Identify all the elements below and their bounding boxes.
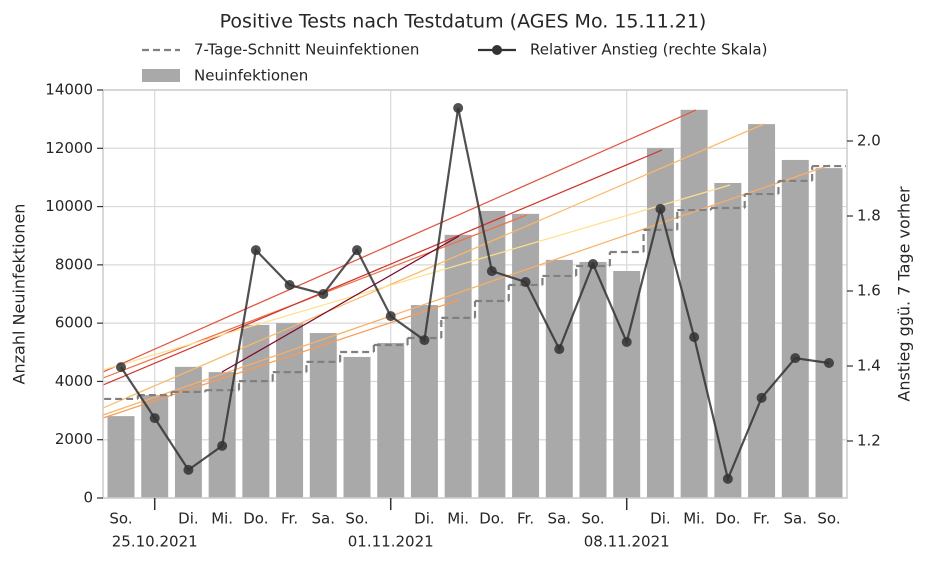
bar [579, 261, 607, 498]
marker [284, 280, 295, 290]
bar [242, 324, 270, 498]
x-tick-label: Sa. [312, 510, 335, 528]
x-tick-label: Sa. [548, 510, 571, 528]
x-tick-label: 01.11.2021 [348, 533, 434, 551]
x-tick-label: So. [345, 510, 368, 528]
marker [486, 266, 497, 277]
marker [689, 332, 700, 343]
bar [107, 416, 135, 498]
line-path [120, 107, 830, 483]
trend-line [102, 184, 731, 371]
y-axis-label: Anzahl Neuinfektionen [10, 204, 29, 385]
legend-label: 7-Tage-Schnitt Neuinfektionen [194, 41, 419, 59]
bar [343, 356, 371, 498]
bar [815, 168, 843, 499]
marker [824, 358, 834, 368]
y-tick-label: 10000 [45, 197, 93, 215]
y2-tick-label: 1.4 [857, 357, 881, 375]
trend-line [102, 123, 765, 409]
legend-label: Neuinfektionen [194, 67, 308, 85]
chart-title: Positive Tests nach Testdatum (AGES Mo. … [220, 11, 707, 33]
marker [588, 259, 598, 269]
y2-axis-label: Anstieg ggü. 7 Tage vorher [895, 186, 914, 402]
y-tick-label: 0 [83, 489, 93, 507]
bar [478, 210, 506, 498]
bar [781, 159, 809, 498]
marker [419, 335, 430, 346]
marker [655, 203, 666, 214]
marker [385, 311, 396, 322]
x-tick-label: 25.10.2021 [112, 533, 198, 551]
x-tick-label: Di. [178, 510, 199, 528]
bar [141, 395, 169, 498]
legend: 7-Tage-Schnitt Neuinfektionen Relativer A… [142, 41, 767, 85]
marker [352, 245, 362, 256]
bar [748, 124, 776, 499]
bar [444, 234, 472, 498]
y2-tick-label: 1.2 [857, 432, 881, 450]
trend-line [102, 164, 831, 416]
marker [318, 289, 329, 299]
marker [217, 440, 228, 451]
x-tick-label: Do. [715, 510, 740, 528]
y2-tick-label: 2.0 [857, 132, 881, 150]
bar [545, 259, 573, 498]
x-tick-label: Do. [479, 510, 504, 528]
y2-tick-label: 1.6 [857, 282, 881, 300]
x-tick-label: Fr. [281, 510, 298, 528]
x-tick-label: Di. [414, 510, 435, 528]
marker [520, 277, 531, 287]
x-tick-label: Mi. [683, 510, 705, 528]
x-tick-label: So. [109, 510, 132, 528]
y2-tick-label: 1.8 [857, 207, 881, 225]
trend-line [102, 109, 697, 373]
bar [646, 147, 674, 498]
x-tick-label: Mi. [211, 510, 233, 528]
x-tick-label: Di. [650, 510, 671, 528]
y-tick-label: 8000 [55, 255, 93, 273]
x-tick-label: 08.11.2021 [584, 533, 670, 551]
marker [621, 337, 632, 347]
x-tick-label: Mi. [447, 510, 469, 528]
x-tick-label: Do. [243, 510, 268, 528]
x-tick-label: So. [581, 510, 604, 528]
x-tick-label: So. [817, 510, 840, 528]
lines [104, 103, 846, 484]
legend-swatch [142, 69, 180, 82]
axes: 0 2000 4000 6000 8000 10000 12000 14000 1.2 1.4 1.… [45, 81, 881, 551]
x-tick-label: Fr. [517, 510, 534, 528]
trend-line [221, 235, 460, 373]
marker [116, 362, 126, 373]
y-tick-label: 14000 [45, 81, 93, 99]
marker [790, 353, 801, 364]
marker [722, 473, 733, 484]
bar [276, 323, 304, 498]
y-tick-label: 6000 [55, 314, 93, 332]
x-tick-label: Sa. [784, 510, 807, 528]
bar [512, 213, 540, 498]
y-tick-label: 4000 [55, 372, 93, 390]
y-tick-label: 2000 [55, 430, 93, 448]
y-tick-label: 12000 [45, 139, 93, 157]
marker [183, 464, 194, 475]
trend-lines [102, 109, 831, 419]
marker [453, 103, 464, 113]
bar [309, 333, 337, 498]
plot-frame [102, 89, 848, 499]
legend-label: Relativer Anstieg (rechte Skala) [530, 41, 767, 59]
x-tick-label: Fr. [753, 510, 770, 528]
marker [250, 245, 261, 256]
marker [554, 344, 565, 355]
legend-marker [492, 45, 502, 55]
marker [149, 413, 160, 424]
marker [756, 392, 767, 403]
bar [377, 342, 405, 498]
trend-line [102, 149, 663, 386]
trend-line [102, 299, 460, 419]
bar [714, 182, 742, 499]
